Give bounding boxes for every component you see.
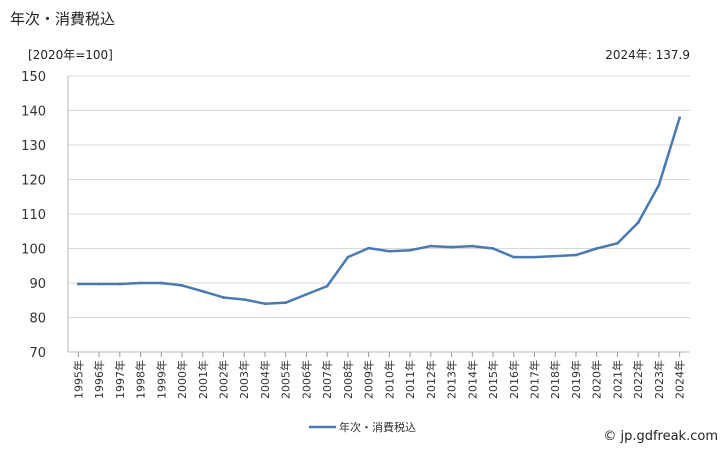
x-tick-label: 2005年 bbox=[279, 360, 293, 399]
data-point bbox=[616, 241, 619, 245]
x-tick-label: 2008年 bbox=[341, 360, 355, 399]
data-point bbox=[263, 302, 267, 306]
data-point bbox=[159, 281, 163, 285]
y-tick-label: 90 bbox=[29, 277, 46, 292]
latest-value-label: 2024年: 137.9 bbox=[605, 48, 690, 62]
x-tick-label: 2002年 bbox=[217, 360, 231, 399]
data-point bbox=[346, 255, 350, 259]
data-point bbox=[491, 247, 495, 250]
x-tick-label: 1998年 bbox=[134, 360, 148, 399]
x-tick-label: 2006年 bbox=[299, 360, 313, 399]
data-point bbox=[553, 254, 557, 258]
data-point bbox=[470, 244, 474, 248]
data-point bbox=[678, 116, 682, 120]
data-point bbox=[201, 289, 205, 293]
x-tick-label: 2001年 bbox=[196, 360, 210, 399]
y-tick-label: 110 bbox=[21, 208, 46, 223]
x-tick-label: 2014年 bbox=[465, 360, 479, 399]
x-tick-label: 2016年 bbox=[507, 360, 521, 399]
data-point bbox=[429, 244, 433, 248]
x-tick-label: 2017年 bbox=[528, 360, 542, 399]
data-point bbox=[180, 284, 184, 287]
x-tick-label: 2018年 bbox=[548, 360, 562, 399]
data-point bbox=[595, 247, 599, 250]
data-point bbox=[76, 282, 80, 286]
x-tick-label: 2011年 bbox=[403, 360, 417, 399]
x-tick-label: 2003年 bbox=[237, 360, 251, 399]
y-tick-label: 100 bbox=[21, 243, 46, 258]
x-tick-label: 2015年 bbox=[486, 360, 500, 399]
data-point bbox=[284, 301, 288, 305]
x-tick-label: 2010年 bbox=[382, 360, 396, 399]
data-point bbox=[574, 253, 578, 257]
y-tick-label: 80 bbox=[29, 312, 46, 327]
data-point bbox=[118, 282, 122, 286]
data-point bbox=[305, 292, 308, 296]
x-tick-label: 2013年 bbox=[445, 360, 459, 399]
data-point bbox=[636, 221, 640, 225]
data-point bbox=[97, 282, 101, 286]
y-tick-label: 140 bbox=[21, 105, 46, 120]
y-tick-label: 70 bbox=[29, 346, 46, 361]
data-point bbox=[222, 296, 225, 299]
x-tick-label: 2023年 bbox=[652, 360, 666, 399]
y-tick-label: 150 bbox=[21, 70, 46, 85]
unit-label: [2020年=100] bbox=[28, 48, 113, 62]
x-tick-label: 2004年 bbox=[258, 360, 272, 399]
data-point bbox=[139, 281, 142, 285]
data-point bbox=[657, 183, 661, 187]
x-tick-label: 1999年 bbox=[154, 360, 168, 399]
x-tick-label: 2012年 bbox=[424, 360, 438, 399]
x-tick-label: 2019年 bbox=[569, 360, 583, 399]
x-tick-label: 2022年 bbox=[631, 360, 645, 399]
data-point bbox=[325, 284, 329, 288]
data-point bbox=[387, 249, 391, 253]
y-tick-label: 130 bbox=[21, 139, 46, 154]
data-point bbox=[408, 248, 412, 252]
x-tick-label: 2024年 bbox=[673, 360, 687, 399]
chart-title: 年次・消費税込 bbox=[10, 10, 116, 28]
data-point bbox=[450, 245, 453, 249]
x-tick-label: 1996年 bbox=[92, 360, 106, 399]
data-point bbox=[512, 255, 516, 259]
x-tick-label: 2021年 bbox=[610, 360, 624, 399]
legend-label: 年次・消費税込 bbox=[339, 420, 416, 434]
x-tick-label: 2000年 bbox=[175, 360, 189, 399]
x-tick-label: 2007年 bbox=[320, 360, 334, 399]
x-tick-label: 2009年 bbox=[362, 360, 376, 399]
x-tick-label: 1997年 bbox=[113, 360, 127, 399]
series-line bbox=[78, 117, 681, 305]
x-tick-label: 1995年 bbox=[71, 360, 85, 399]
data-point bbox=[242, 298, 246, 301]
data-point bbox=[533, 255, 536, 259]
data-point bbox=[367, 246, 371, 250]
x-tick-label: 2020年 bbox=[590, 360, 604, 399]
source-credit: © jp.gdfreak.com bbox=[603, 429, 718, 444]
y-tick-label: 120 bbox=[21, 174, 46, 189]
